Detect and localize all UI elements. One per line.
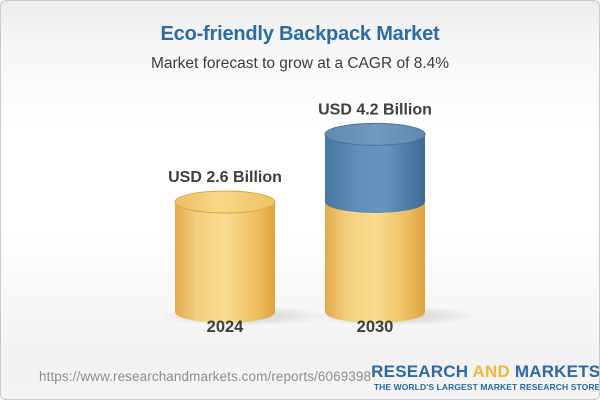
cylinder-base-segment-2024 — [175, 202, 275, 323]
chart-header: Eco-friendly Backpack Market Market fore… — [1, 23, 599, 73]
chart-area: USD 2.6 Billion USD 4.2 Billion 2024 203… — [1, 81, 599, 341]
cylinder-base-segment-2030 — [325, 202, 425, 323]
cylinder-top-2024 — [174, 190, 276, 214]
report-url: https://www.researchandmarkets.com/repor… — [39, 369, 372, 384]
cylinder-top-2030 — [324, 122, 426, 146]
logo-word-markets: MARKETS — [514, 361, 600, 381]
x-axis-label-2030: 2030 — [357, 318, 394, 336]
logo-word-research: RESEARCH — [371, 361, 469, 381]
logo-wordmark: RESEARCH AND MARKETS — [371, 361, 600, 381]
logo-tagline: THE WORLD'S LARGEST MARKET RESEARCH STOR… — [373, 381, 600, 392]
researchandmarkets-logo: RESEARCH AND MARKETS THE WORLD'S LARGEST… — [371, 361, 600, 392]
footer: https://www.researchandmarkets.com/repor… — [39, 363, 599, 392]
cylinder-bars — [161, 122, 475, 326]
market-bar-chart: USD 2.6 Billion USD 4.2 Billion 2024 203… — [161, 101, 475, 336]
bar-value-label-2030: USD 4.2 Billion — [318, 101, 432, 118]
x-axis-label-2024: 2024 — [207, 318, 245, 336]
page-title: Eco-friendly Backpack Market — [160, 23, 440, 45]
cylinder-growth-segment-2030 — [325, 134, 425, 214]
chart-subtitle: Market forecast to grow at a CAGR of 8.4… — [150, 55, 450, 72]
bar-value-label-2024: USD 2.6 Billion — [168, 169, 282, 186]
logo-word-and: AND — [472, 361, 510, 381]
